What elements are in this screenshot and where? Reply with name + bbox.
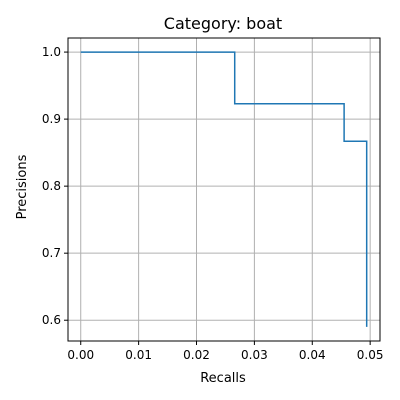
y-axis-label: Precisions [15, 154, 30, 219]
x-tick-label: 0.03 [241, 348, 268, 362]
y-axis-ticks: 0.6 0.7 0.8 0.9 1.0 [42, 45, 68, 327]
x-tick-label: 0.00 [67, 348, 94, 362]
x-tick-label: 0.02 [183, 348, 210, 362]
plot-frame [67, 37, 381, 342]
x-axis-label: Recalls [200, 371, 246, 386]
y-tick-label: 0.8 [42, 179, 61, 193]
series-layer [80, 51, 368, 327]
x-axis-ticks: 0.00 0.01 0.02 0.03 0.04 0.05 [67, 341, 384, 362]
x-tick-label: 0.01 [125, 348, 152, 362]
x-tick-label: 0.05 [357, 348, 384, 362]
y-tick-label: 0.7 [42, 246, 61, 260]
chart-title: Category: boat [164, 14, 282, 33]
y-tick-label: 1.0 [42, 45, 61, 59]
pr-curve-line [80, 51, 368, 327]
x-tick-label: 0.04 [299, 348, 326, 362]
y-tick-label: 0.9 [42, 112, 61, 126]
y-tick-label: 0.6 [42, 313, 61, 327]
